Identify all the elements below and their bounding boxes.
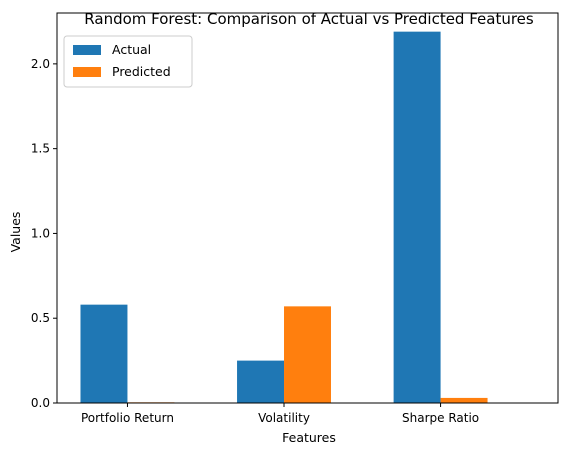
- y-tick-label: 1.0: [31, 226, 50, 240]
- legend: Actual Predicted: [63, 35, 193, 88]
- chart-title: Random Forest: Comparison of Actual vs P…: [84, 10, 534, 28]
- x-tick-label: Sharpe Ratio: [402, 411, 479, 425]
- legend-label-actual: Actual: [112, 42, 151, 57]
- plot-frame: [56, 12, 559, 404]
- y-tick-label: 2.0: [31, 57, 50, 71]
- legend-swatch-actual: [73, 45, 101, 55]
- legend-swatch-predicted: [73, 67, 101, 77]
- bar-actual-1: [237, 360, 285, 403]
- legend-label-predicted: Predicted: [112, 64, 171, 79]
- bars-group: [80, 31, 488, 404]
- bar-actual-0: [80, 304, 128, 403]
- bar-predicted-1: [284, 306, 331, 403]
- x-tick-label: Portfolio Return: [81, 411, 174, 425]
- y-tick-label: 0.0: [31, 396, 50, 410]
- y-tick-label: 1.5: [31, 142, 50, 156]
- bar-actual-2: [393, 31, 441, 404]
- y-axis-ticks: 0.0 0.5 1.0 1.5 2.0: [31, 57, 57, 410]
- x-axis-ticks: Portfolio Return Volatility Sharpe Ratio: [81, 403, 479, 425]
- bar-predicted-2: [440, 397, 488, 403]
- y-tick-label: 0.5: [31, 311, 50, 325]
- x-axis-label: Features: [282, 430, 336, 445]
- y-axis-label: Values: [8, 212, 23, 253]
- x-tick-label: Volatility: [258, 411, 310, 425]
